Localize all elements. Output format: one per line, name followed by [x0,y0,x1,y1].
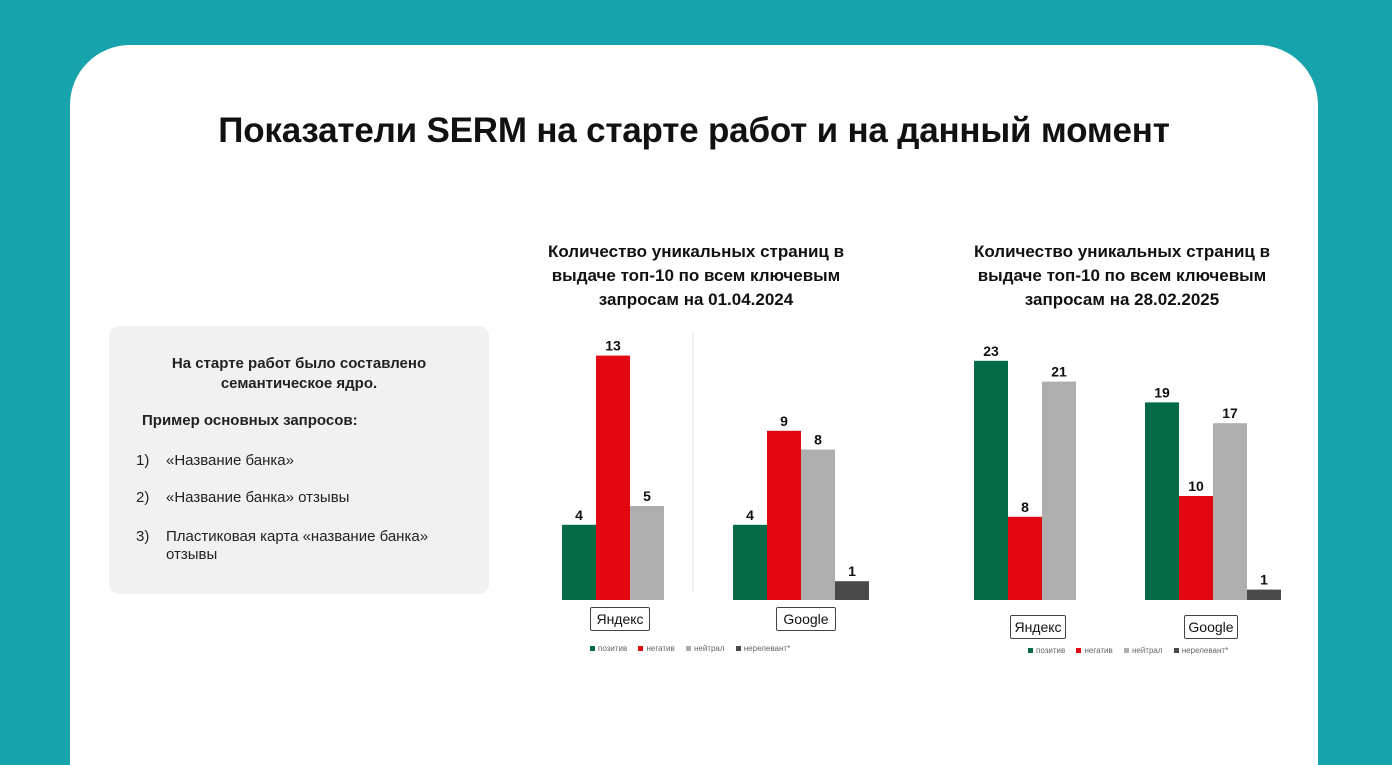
bar-yandex-neutral [630,506,664,600]
chart-1-title-line-1: Количество уникальных страниц в [547,242,845,261]
data-label: 8 [814,432,822,448]
legend-item-positive: позитив [590,644,627,653]
legend-label: нерелевант* [743,644,791,653]
chart-2-title-line-2: выдаче топ-10 по всем ключевым [977,266,1267,285]
legend-item-neutral: нейтрал [1123,646,1163,655]
query-text: «Название банка» [166,452,294,469]
bar-yandex-positive [974,360,1008,600]
info-panel: На старте работ было составлено семантич… [109,326,489,594]
bar-google-negative [1179,496,1213,600]
chart-2-legend: позитив негатив нейтрал нерелевант* [1028,646,1237,655]
bar-google-positive [733,524,767,600]
legend-label: нейтрал [1131,646,1163,655]
data-label: 5 [643,488,651,504]
chart-1-title-line-3: запросам на 01.04.2024 [598,290,794,309]
page-title: Показатели SERM на старте работ и на дан… [218,111,1170,150]
data-label: 4 [575,507,583,523]
legend-item-negative: негатив [1076,646,1113,655]
info-intro: На старте работ было составлено семантич… [109,354,489,394]
bar-yandex-neutral [1042,381,1076,600]
data-label: 21 [1051,364,1067,380]
data-label: 17 [1222,405,1238,421]
query-text: Пластиковая карта «название банка» отзыв… [166,528,429,563]
data-label: 8 [1021,499,1029,515]
legend-swatch [590,646,595,652]
legend-swatch [1028,648,1033,654]
bar-google-positive [1145,402,1179,600]
chart-2-yandex-label: Яндекс [1010,615,1066,639]
bar-yandex-positive [562,524,596,600]
legend-swatch [1173,648,1179,654]
chart-1-title-line-2: выдаче топ-10 по всем ключевым [551,266,841,285]
legend-label: позитив [598,644,628,653]
bar-google-neutral [801,449,835,600]
legend-swatch [1123,648,1129,654]
chart-1-title: Количество уникальных страниц в выдаче т… [506,240,886,312]
example-heading: Пример основных запросов: [142,412,358,429]
query-number: 1) [136,452,150,469]
query-number: 2) [136,489,150,506]
legend-item-positive: позитив [1028,646,1065,655]
legend-label: нейтрал [693,644,725,653]
chart-1-legend: позитив негатив нейтрал нерелевант* [590,644,799,653]
bar-yandex-negative [1008,516,1042,600]
legend-label: негатив [646,644,675,653]
data-label: 13 [605,338,621,354]
data-label: 4 [746,507,754,523]
chart-2-title: Количество уникальных страниц в выдаче т… [932,240,1312,312]
chart-1-google-label: Google [776,607,836,631]
chart-2-title-line-1: Количество уникальных страниц в [973,242,1271,261]
bar-google-irrelevant [835,581,869,600]
info-intro-line-1: На старте работ было составлено [171,355,427,372]
slide-card: Показатели SERM на старте работ и на дан… [70,45,1318,765]
data-label: 10 [1188,478,1204,494]
data-label: 1 [1260,572,1268,588]
query-text: «Название банка» отзывы [166,489,350,506]
data-label: 1 [848,563,856,579]
legend-label: нерелевант* [1181,646,1229,655]
data-label: 9 [780,413,788,429]
bar-yandex-negative [596,355,630,600]
chart-1-yandex-label: Яндекс [590,607,650,631]
info-intro-line-2: семантическое ядро. [220,375,378,392]
legend-label: позитив [1036,646,1066,655]
bar-google-neutral [1213,423,1247,600]
legend-swatch [1076,648,1082,654]
legend-item-negative: негатив [638,644,675,653]
chart-2-google-label: Google [1184,615,1238,639]
legend-item-irrelevant: нерелевант* [1173,646,1229,655]
legend-item-neutral: нейтрал [685,644,725,653]
legend-label: негатив [1084,646,1113,655]
legend-swatch [638,646,644,652]
legend-item-irrelevant: нерелевант* [735,644,791,653]
data-label: 19 [1154,384,1170,400]
bar-google-negative [767,430,801,600]
data-label: 23 [983,343,999,359]
legend-swatch [685,646,691,652]
bar-google-irrelevant [1247,589,1281,600]
query-number: 3) [136,528,150,545]
legend-swatch [735,646,741,652]
chart-2-title-line-3: запросам на 28.02.2025 [1024,290,1220,309]
